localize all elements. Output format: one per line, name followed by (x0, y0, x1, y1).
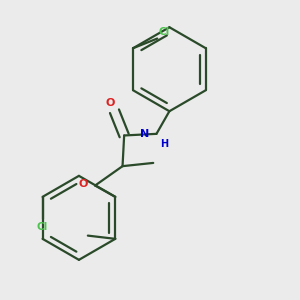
Text: H: H (160, 139, 168, 149)
Text: O: O (79, 179, 88, 189)
Text: Cl: Cl (159, 27, 170, 37)
Text: N: N (140, 129, 149, 139)
Text: Cl: Cl (37, 222, 48, 232)
Text: O: O (106, 98, 115, 108)
